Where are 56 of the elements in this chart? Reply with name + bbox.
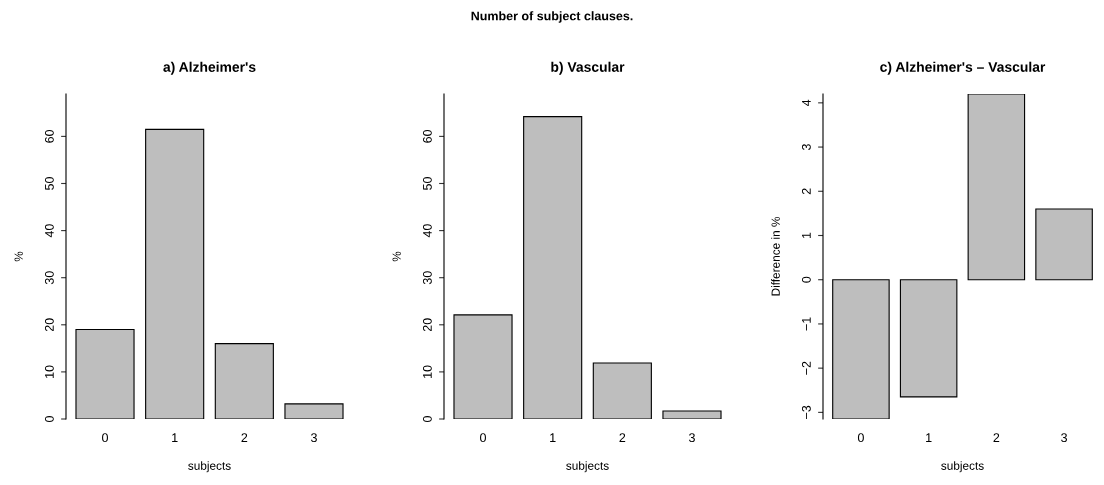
bar (967, 94, 1026, 281)
y-tick-label: 0 (422, 416, 432, 422)
x-tick-label: 1 (550, 433, 556, 442)
bar (284, 403, 344, 419)
y-tick-label: −3 (801, 405, 811, 419)
bar (453, 314, 513, 419)
y-tick-label: 20 (422, 318, 432, 332)
y-tick-label: 10 (422, 365, 432, 378)
bar (214, 343, 274, 419)
x-axis-title: subjects (566, 461, 609, 473)
y-axis-title: % (392, 251, 401, 262)
x-axis-title: subjects (188, 461, 231, 473)
bar (832, 279, 890, 419)
y-tick-label: 50 (44, 177, 54, 190)
x-tick-label: 3 (310, 433, 317, 443)
chart-title: c) Alzheimer's – Vascular (880, 61, 1046, 75)
x-tick-label: 0 (480, 433, 486, 443)
y-tick-label: 0 (44, 416, 54, 422)
y-tick-label: 4 (802, 99, 811, 107)
y-tick-label: 50 (422, 177, 432, 190)
y-tick-label: 0 (801, 276, 811, 283)
y-tick-label: 60 (422, 129, 432, 143)
x-tick-label: 3 (688, 433, 695, 443)
bar (899, 279, 958, 398)
x-tick-label: 2 (993, 433, 1000, 442)
y-tick-label: 60 (44, 129, 54, 143)
x-tick-label: 0 (857, 433, 864, 443)
bar (662, 410, 722, 419)
x-tick-label: 1 (172, 433, 178, 442)
y-tick-label: −2 (801, 361, 811, 375)
x-tick-label: 0 (102, 433, 108, 443)
y-tick-label: 40 (422, 224, 432, 238)
text: Number of subject clauses. (471, 11, 633, 23)
x-tick-label: 2 (619, 433, 626, 442)
y-tick-label: 1 (802, 232, 811, 239)
y-tick-label: 20 (44, 318, 54, 332)
chart-title: b) Vascular (551, 61, 625, 75)
bar (592, 362, 652, 419)
y-axis-title: % (14, 251, 23, 262)
y-tick-label: 30 (44, 271, 54, 285)
y-tick-label: 40 (44, 224, 54, 238)
y-tick-label: 10 (44, 365, 54, 378)
chart-title: a) Alzheimer's (163, 61, 256, 75)
y-tick-label: 30 (422, 271, 432, 285)
x-tick-label: 1 (926, 433, 932, 442)
bar (145, 128, 205, 419)
x-tick-label: 3 (1061, 433, 1067, 443)
bar (523, 116, 583, 419)
y-tick-label: 2 (801, 188, 811, 195)
y-tick-label: −1 (802, 317, 811, 331)
bar (1035, 208, 1093, 281)
x-tick-label: 2 (241, 433, 248, 442)
y-axis-title: Difference in % (771, 217, 780, 296)
x-axis-title: subjects (941, 461, 984, 473)
bar (75, 328, 135, 419)
y-tick-label: 3 (801, 144, 811, 151)
